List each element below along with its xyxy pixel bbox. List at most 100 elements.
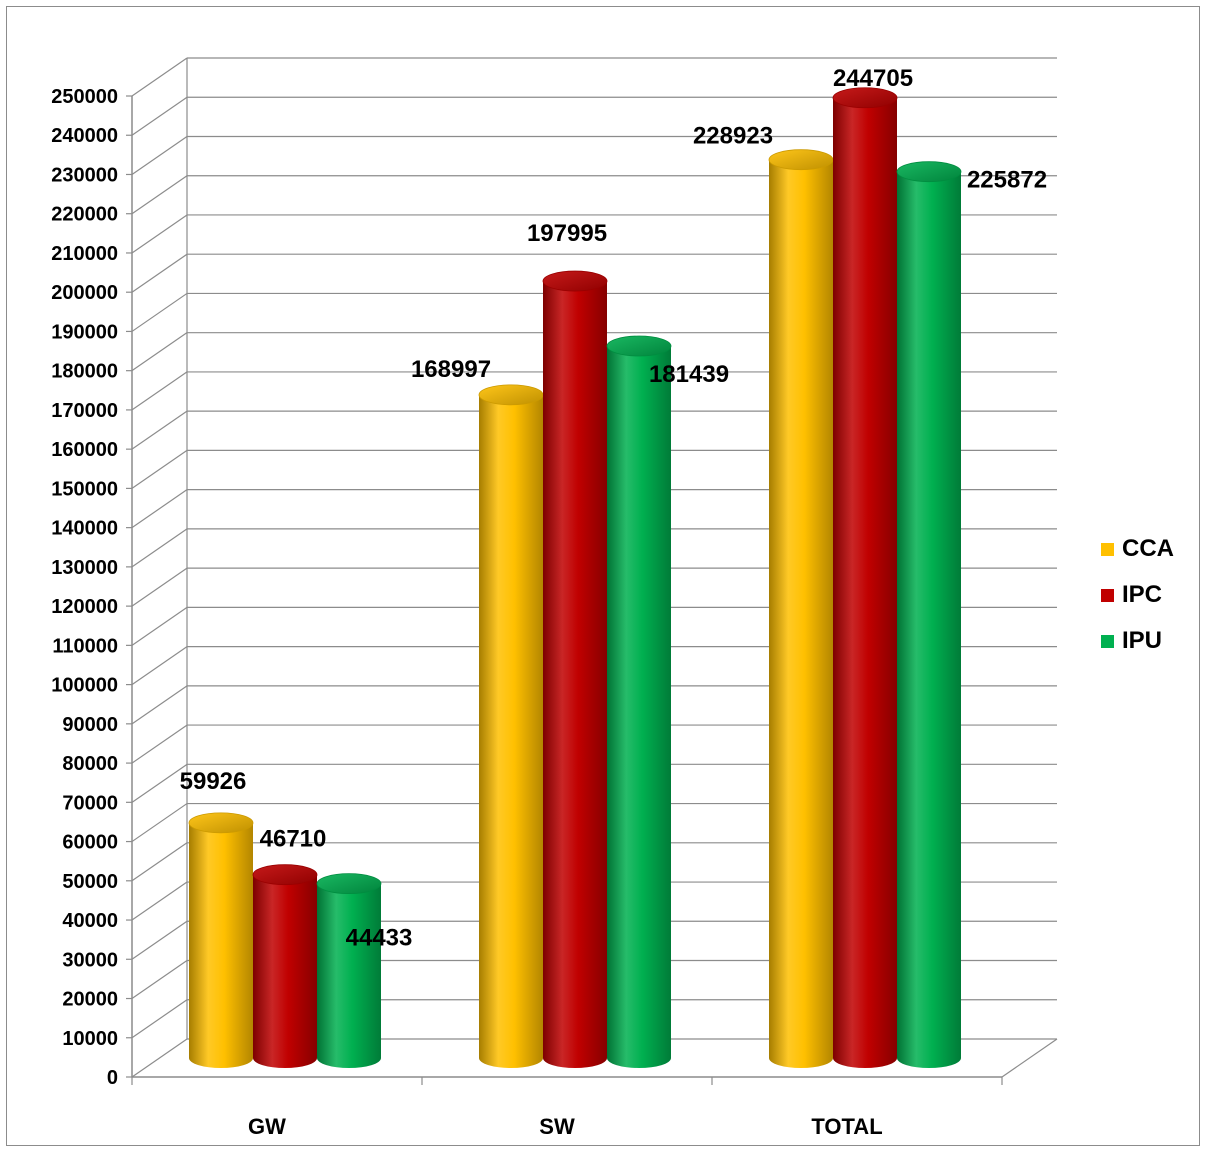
- side-gridline: [131, 842, 188, 882]
- y-tick-label: 10000: [62, 1028, 118, 1050]
- side-gridline: [131, 567, 188, 607]
- side-gridline: [131, 724, 188, 764]
- y-tick-label: 30000: [62, 949, 118, 971]
- legend-label-ipu: IPU: [1122, 627, 1163, 654]
- bar-body-sw-cca: [479, 394, 543, 1068]
- data-label-total-ipc: 244705: [833, 65, 913, 92]
- bar-gw-cca: [188, 812, 254, 1068]
- side-gridline: [131, 763, 188, 803]
- bar-body-total-ipc: [833, 97, 897, 1068]
- data-label-total-cca: 228923: [693, 123, 773, 150]
- bar-top-gw-ipc: [252, 864, 318, 886]
- y-tick-label: 150000: [51, 478, 118, 500]
- x-tick-label-total: TOTAL: [811, 1114, 882, 1139]
- y-tick-label: 90000: [62, 714, 118, 736]
- x-tick-label-gw: GW: [248, 1114, 286, 1139]
- bar-body-total-cca: [769, 159, 833, 1068]
- bar-body-gw-ipu: [317, 883, 381, 1068]
- side-gridline: [131, 528, 188, 568]
- data-label-sw-ipu: 181439: [649, 361, 729, 388]
- data-label-gw-ipc: 46710: [260, 826, 327, 853]
- bar-body-gw-cca: [189, 822, 253, 1068]
- y-tick-label: 250000: [51, 86, 118, 108]
- side-gridline: [131, 803, 188, 843]
- y-tick-label: 110000: [52, 635, 118, 657]
- data-label-sw-cca: 168997: [411, 356, 491, 383]
- y-tick-label: 50000: [62, 871, 118, 893]
- side-gridline: [131, 332, 188, 372]
- bar-sw-cca: [478, 384, 544, 1068]
- side-gridline: [131, 999, 188, 1039]
- bar-body-gw-ipc: [253, 874, 317, 1068]
- side-gridline: [131, 1038, 188, 1078]
- side-gridline: [131, 57, 188, 97]
- y-tick-label: 160000: [51, 439, 118, 461]
- side-gridline: [131, 685, 188, 725]
- y-tick-label: 200000: [51, 282, 118, 304]
- bar-top-sw-ipu: [606, 335, 672, 357]
- side-gridline: [131, 646, 188, 686]
- y-tick-label: 180000: [51, 361, 118, 383]
- chart-plot: 0 10000 20000 30000 40000 50000 60000 70000 8000…: [51, 57, 1058, 1139]
- legend-item-ipc: IPC: [1101, 572, 1174, 618]
- y-tick-label: 220000: [51, 204, 118, 226]
- label-layer: 59926 46710 44433 168997 197995 181439 228923 2…: [180, 65, 1047, 952]
- bar-total-ipc: [832, 87, 898, 1068]
- legend-swatch-cca: [1101, 542, 1114, 556]
- side-gridline: [131, 449, 188, 489]
- y-tick-label: 120000: [51, 596, 118, 618]
- bar-top-total-cca: [768, 149, 834, 171]
- side-gridline: [131, 214, 188, 254]
- side-gridline: [131, 606, 188, 646]
- side-gridline: [131, 881, 188, 921]
- bar-top-sw-cca: [478, 384, 544, 406]
- bar-top-total-ipu: [896, 161, 962, 183]
- side-gridline: [131, 135, 188, 175]
- axis-layer: 0 10000 20000 30000 40000 50000 60000 70000 8000…: [51, 58, 1058, 1139]
- floor-edge: [1001, 1038, 1058, 1078]
- y-tick-label: 190000: [51, 321, 118, 343]
- y-tick-label: 100000: [51, 675, 118, 697]
- side-gridline: [131, 371, 188, 411]
- data-label-gw-cca: 59926: [180, 768, 247, 795]
- legend-swatch-ipc: [1101, 588, 1114, 602]
- y-tick-label: 70000: [62, 792, 118, 814]
- side-gridline: [131, 960, 188, 1000]
- legend-swatch-ipu: [1101, 634, 1114, 648]
- data-label-sw-ipc: 197995: [527, 220, 607, 247]
- bar-body-total-ipu: [897, 171, 961, 1068]
- bar-body-sw-ipc: [543, 281, 607, 1068]
- y-tick-label: 0: [107, 1067, 118, 1089]
- data-label-gw-ipu: 44433: [346, 925, 413, 952]
- y-tick-label: 240000: [51, 125, 118, 147]
- bar-top-sw-ipc: [542, 270, 608, 292]
- bar-top-gw-ipu: [316, 873, 382, 895]
- bar-body-sw-ipu: [607, 346, 671, 1069]
- y-tick-label: 20000: [62, 989, 118, 1011]
- side-gridline: [131, 253, 188, 293]
- legend-label-cca: CCA: [1122, 535, 1174, 562]
- side-gridline: [131, 292, 188, 332]
- side-gridline: [131, 175, 188, 215]
- bar-top-total-ipc: [832, 87, 898, 109]
- chart-frame: 0 10000 20000 30000 40000 50000 60000 70000 8000…: [6, 6, 1200, 1146]
- y-tick-label: 210000: [51, 243, 118, 265]
- y-tick-label: 40000: [62, 910, 118, 932]
- side-gridline: [131, 920, 188, 960]
- y-tick-label: 80000: [62, 753, 118, 775]
- legend-label-ipc: IPC: [1122, 581, 1163, 608]
- bar-top-gw-cca: [188, 812, 254, 834]
- y-tick-label: 140000: [51, 518, 118, 540]
- data-label-total-ipu: 225872: [967, 167, 1047, 194]
- legend-item-ipu: IPU: [1101, 618, 1174, 664]
- y-tick-label: 60000: [62, 832, 118, 854]
- side-gridline: [131, 489, 188, 529]
- x-tick-label-sw: SW: [539, 1114, 575, 1139]
- bar-layer: [188, 87, 962, 1069]
- side-gridline: [131, 96, 188, 136]
- y-tick-label: 230000: [51, 164, 118, 186]
- y-tick-label: 170000: [51, 400, 118, 422]
- bar-sw-ipc: [542, 270, 608, 1068]
- legend-item-cca: CCA: [1101, 526, 1174, 572]
- legend: CCA IPC IPU: [1101, 526, 1174, 664]
